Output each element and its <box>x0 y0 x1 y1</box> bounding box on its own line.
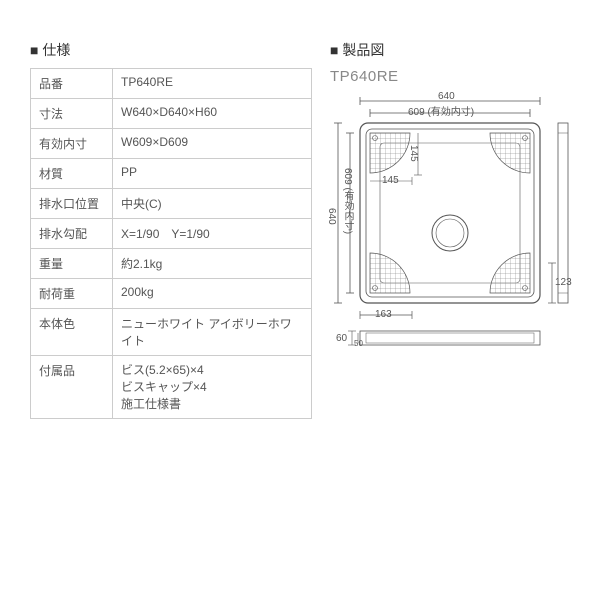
drawing-section: ■ 製品図 TP640RE <box>330 40 570 419</box>
spec-label: 材質 <box>31 159 113 189</box>
table-row: 有効内寸W609×D609 <box>31 129 312 159</box>
dim-outer-left: 640 <box>326 208 337 225</box>
drawing-title: ■ 製品図 <box>330 40 570 60</box>
table-row: 品番TP640RE <box>31 69 312 99</box>
dim-right-a: 123 <box>555 277 572 288</box>
spec-label: 寸法 <box>31 99 113 129</box>
spec-value: W640×D640×H60 <box>113 99 312 129</box>
spec-label: 排水口位置 <box>31 189 113 219</box>
spec-label: 排水勾配 <box>31 219 113 249</box>
table-row: 重量約2.1kg <box>31 249 312 279</box>
table-row: 寸法W640×D640×H60 <box>31 99 312 129</box>
spec-value: TP640RE <box>113 69 312 99</box>
spec-label: 重量 <box>31 249 113 279</box>
drawing-model: TP640RE <box>330 68 570 85</box>
dim-bottom-a: 163 <box>375 309 392 320</box>
spec-value: ニューホワイト アイボリーホワイト <box>113 309 312 356</box>
spec-value: 約2.1kg <box>113 249 312 279</box>
spec-value: 中央(C) <box>113 189 312 219</box>
table-row: 材質PP <box>31 159 312 189</box>
spec-value: ビス(5.2×65)×4ビスキャップ×4施工仕様書 <box>113 356 312 419</box>
spec-value: PP <box>113 159 312 189</box>
spec-section: ■ 仕様 品番TP640RE寸法W640×D640×H60有効内寸W609×D6… <box>30 40 312 419</box>
spec-value: W609×D609 <box>113 129 312 159</box>
table-row: 耐荷重200kg <box>31 279 312 309</box>
dim-inner-top: 609 (有効内寸) <box>408 103 474 118</box>
dim-corner-a: 145 <box>382 175 399 186</box>
dim-corner-b: 145 <box>408 145 419 162</box>
spec-value: X=1/90 Y=1/90 <box>113 219 312 249</box>
dim-outer-top: 640 <box>438 91 455 102</box>
dim-height: 60 <box>336 333 347 344</box>
spec-label: 本体色 <box>31 309 113 356</box>
table-row: 付属品ビス(5.2×65)×4ビスキャップ×4施工仕様書 <box>31 356 312 419</box>
table-row: 排水口位置中央(C) <box>31 189 312 219</box>
dim-height-inner: 50 <box>354 339 363 348</box>
spec-label: 耐荷重 <box>31 279 113 309</box>
dim-inner-left: 609 (有効内寸) <box>340 168 355 234</box>
product-diagram: 640 609 (有効内寸) 640 609 (有効内寸) 145 145 16… <box>330 93 570 383</box>
spec-table: 品番TP640RE寸法W640×D640×H60有効内寸W609×D609材質P… <box>30 68 312 419</box>
spec-label: 有効内寸 <box>31 129 113 159</box>
table-row: 排水勾配X=1/90 Y=1/90 <box>31 219 312 249</box>
spec-label: 品番 <box>31 69 113 99</box>
spec-label: 付属品 <box>31 356 113 419</box>
table-row: 本体色ニューホワイト アイボリーホワイト <box>31 309 312 356</box>
spec-value: 200kg <box>113 279 312 309</box>
spec-title: ■ 仕様 <box>30 40 312 60</box>
